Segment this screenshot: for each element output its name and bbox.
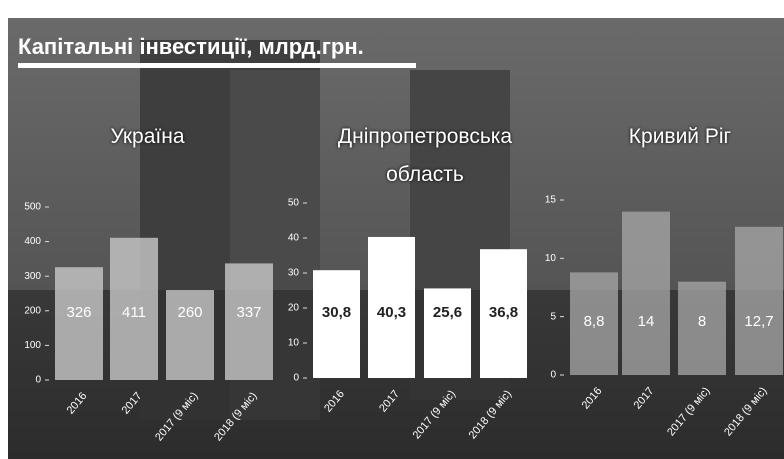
y-tick-label: 0 bbox=[550, 370, 556, 381]
bar bbox=[735, 226, 783, 375]
value-label: 326 bbox=[66, 304, 91, 321]
value-label: 25,6 bbox=[433, 304, 462, 321]
y-tick-label: 10 bbox=[545, 253, 557, 264]
value-label: 14 bbox=[638, 313, 655, 330]
bar bbox=[678, 281, 726, 375]
bar bbox=[313, 270, 360, 378]
y-tick-label: 50 bbox=[288, 198, 300, 209]
value-label: 8,8 bbox=[584, 313, 605, 330]
y-tick-label: 5 bbox=[550, 311, 556, 322]
bar bbox=[480, 249, 527, 378]
y-tick-label: 400 bbox=[24, 236, 41, 247]
y-tick-label: 500 bbox=[24, 202, 41, 213]
y-tick-label: 100 bbox=[24, 340, 41, 351]
y-tick-label: 40 bbox=[288, 233, 300, 244]
bar bbox=[225, 263, 273, 380]
bar bbox=[110, 237, 158, 380]
title-underline bbox=[18, 63, 416, 68]
value-label: 260 bbox=[177, 304, 202, 321]
bar bbox=[55, 267, 103, 380]
value-label: 30,8 bbox=[322, 304, 351, 321]
chart-title: Кривий Ріг bbox=[628, 125, 732, 148]
value-label: 411 bbox=[122, 304, 146, 321]
y-tick-label: 0 bbox=[35, 375, 41, 386]
value-label: 8 bbox=[698, 313, 706, 330]
page-title: Капітальні інвестиції, млрд.грн. bbox=[18, 34, 364, 59]
bar bbox=[424, 288, 471, 378]
y-tick-label: 300 bbox=[24, 271, 41, 282]
bar bbox=[368, 236, 415, 378]
y-tick-label: 30 bbox=[288, 268, 300, 279]
y-tick-label: 0 bbox=[293, 373, 299, 384]
chart-title: Україна bbox=[110, 125, 185, 148]
value-label: 40,3 bbox=[377, 304, 406, 321]
chart-title: Дніпропетровська область bbox=[337, 125, 513, 186]
bar bbox=[166, 290, 214, 380]
y-tick-label: 20 bbox=[288, 303, 300, 314]
bar bbox=[622, 211, 670, 375]
bar bbox=[570, 272, 618, 375]
value-label: 36,8 bbox=[489, 304, 518, 321]
y-tick-label: 15 bbox=[545, 195, 557, 206]
y-tick-label: 10 bbox=[288, 338, 300, 349]
y-tick-label: 200 bbox=[24, 305, 41, 316]
value-label: 12,7 bbox=[744, 313, 773, 330]
value-label: 337 bbox=[236, 304, 261, 321]
